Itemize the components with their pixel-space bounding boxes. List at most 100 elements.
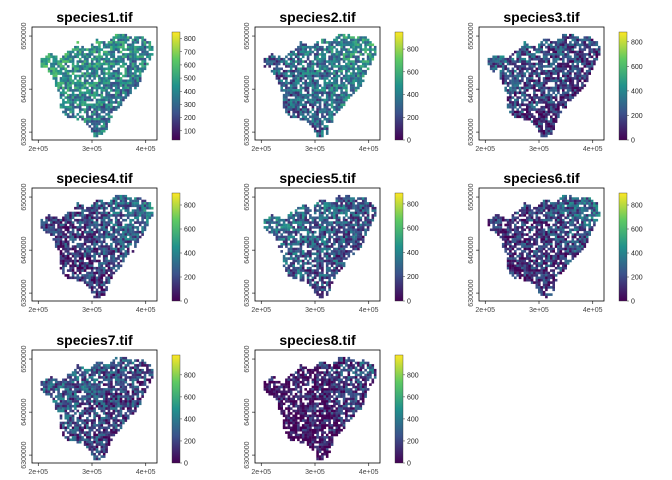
raster-cell	[530, 105, 534, 109]
raster-cell	[335, 218, 339, 222]
raster-cell	[588, 62, 591, 66]
raster-cell	[95, 81, 99, 85]
raster-cell	[366, 43, 370, 47]
raster-cell	[588, 214, 591, 217]
raster-cell	[107, 115, 111, 119]
raster-cell	[340, 240, 343, 244]
raster-cell	[559, 62, 563, 66]
raster-cell	[330, 60, 334, 63]
raster-cell	[105, 211, 108, 215]
raster-cell	[59, 57, 63, 61]
raster-cell	[117, 254, 120, 258]
raster-cell	[76, 79, 80, 83]
raster-cell	[100, 278, 104, 282]
raster-cell	[533, 91, 536, 95]
raster-cell	[289, 89, 293, 92]
raster-cell	[141, 216, 144, 220]
raster-cell	[114, 86, 118, 90]
raster-cell	[359, 45, 363, 49]
raster-cell	[325, 65, 329, 68]
raster-cell	[309, 53, 312, 56]
raster-cell	[90, 65, 94, 68]
raster-cell	[530, 108, 534, 111]
raster-cell	[124, 206, 128, 210]
raster-cell	[576, 209, 579, 212]
raster-cell	[74, 262, 77, 265]
raster-cell	[325, 271, 329, 275]
raster-cell	[112, 45, 116, 49]
raster-cell	[552, 41, 555, 44]
raster-cell	[76, 221, 80, 224]
raster-cell	[265, 221, 269, 224]
raster-cell	[102, 271, 106, 275]
raster-cell	[578, 50, 582, 54]
raster-cell	[112, 228, 116, 232]
raster-cell	[494, 67, 498, 71]
raster-cell	[595, 211, 599, 215]
raster-cell	[369, 60, 372, 63]
raster-cell	[354, 242, 358, 246]
raster-cell	[335, 228, 339, 232]
raster-cell	[64, 67, 68, 71]
y-tick-label: 6500000	[21, 22, 28, 49]
raster-cell	[511, 62, 515, 66]
raster-cell	[88, 89, 92, 92]
raster-cell	[98, 86, 101, 90]
raster-cell	[102, 84, 106, 87]
raster-cell	[545, 125, 548, 128]
raster-cell	[321, 266, 324, 270]
raster-cell	[530, 211, 534, 215]
raster-cell	[297, 93, 300, 97]
raster-cell	[316, 274, 319, 277]
raster-cell	[136, 216, 140, 220]
raster-cell	[98, 48, 101, 51]
x-tick-label: 4e+05	[359, 307, 379, 314]
raster-cell	[289, 250, 293, 253]
raster-cell	[285, 226, 288, 229]
raster-cell	[66, 101, 70, 104]
raster-cell	[547, 113, 551, 116]
raster-cell	[114, 57, 118, 61]
raster-cell	[337, 84, 341, 87]
raster-cell	[306, 55, 310, 59]
raster-cell	[301, 264, 305, 268]
raster-cell	[112, 57, 116, 61]
raster-cell	[299, 245, 303, 248]
raster-cell	[578, 79, 582, 83]
raster-cell	[357, 36, 360, 39]
raster-cell	[294, 247, 298, 251]
raster-cell	[578, 77, 582, 80]
raster-cell	[126, 48, 130, 51]
raster-cell	[78, 221, 82, 224]
raster-cell	[83, 274, 87, 277]
raster-cell	[321, 72, 324, 75]
raster-cell	[299, 269, 303, 272]
raster-cell	[83, 86, 87, 90]
raster-cell	[98, 204, 101, 208]
raster-cell	[297, 221, 300, 224]
raster-cell	[554, 89, 558, 92]
raster-cell	[333, 211, 336, 215]
raster-cell	[325, 45, 329, 49]
raster-cell	[100, 202, 104, 205]
raster-cell	[533, 115, 536, 119]
raster-cell	[294, 218, 298, 222]
raster-cell	[578, 86, 582, 90]
raster-cell	[148, 55, 152, 59]
raster-cell	[102, 221, 106, 224]
raster-cell	[573, 72, 577, 75]
raster-cell	[552, 206, 555, 210]
raster-cell	[114, 247, 118, 251]
raster-cell	[277, 62, 281, 66]
raster-cell	[313, 290, 317, 294]
raster-cell	[292, 276, 295, 280]
raster-cell	[313, 218, 317, 222]
raster-cell	[373, 48, 377, 51]
raster-cell	[542, 77, 546, 80]
raster-cell	[64, 223, 68, 227]
raster-cell	[516, 77, 519, 80]
raster-cell	[88, 259, 92, 263]
raster-cell	[581, 53, 584, 56]
raster-cell	[501, 216, 505, 220]
raster-cell	[98, 108, 101, 111]
